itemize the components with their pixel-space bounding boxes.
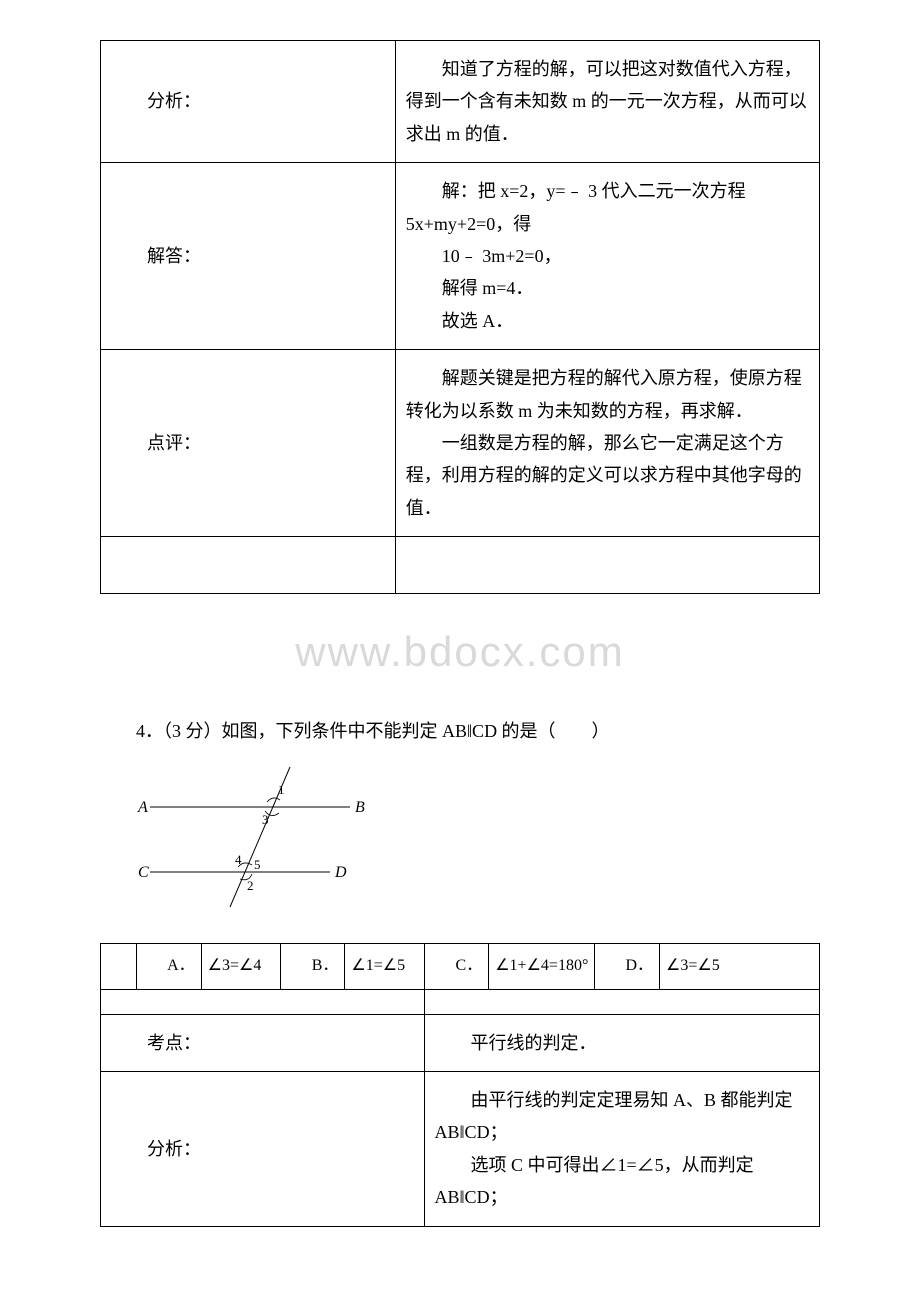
content-text: 解题关键是把方程的解代入原方程，使原方程转化为以系数 m 为未知数的方程，再求解… [406,362,809,427]
option-D-text: ∠3=∠5 [660,943,820,989]
content-text: 平行线的判定． [435,1027,810,1059]
empty-cell [424,989,820,1014]
fenxi-content: 由平行线的判定定理易知 A、B 都能判定 AB‖CD； 选项 C 中可得出∠1=… [424,1072,820,1227]
label-A: A [137,799,148,816]
row-label: 解答： [101,163,396,350]
content-text: 解：把 x=2，y=﹣ 3 代入二元一次方程 5x+my+2=0，得 [406,175,809,240]
label-text: 分析： [111,1133,414,1165]
label-D: D [334,864,347,881]
row-content: 解题关键是把方程的解代入原方程，使原方程转化为以系数 m 为未知数的方程，再求解… [395,350,819,537]
label-C: C [138,864,149,881]
option-C-label: C． [424,943,489,989]
label-text: 考点： [111,1027,414,1059]
angle-2: 2 [247,878,254,893]
options-row: A． ∠3=∠4 B． ∠1=∠5 C． ∠1+∠4=180° D． ∠3=∠5 [101,943,820,989]
content-text: 由平行线的判定定理易知 A、B 都能判定 AB‖CD； [435,1084,810,1149]
kaodian-label: 考点： [101,1014,425,1071]
question-text: 4．（3 分）如图，下列条件中不能判定 AB‖CD 的是（ ） [100,715,820,747]
geometry-diagram: A B C D 1 3 4 5 2 [130,762,820,922]
label-text: 解答： [111,240,385,272]
angle-4: 4 [235,852,242,867]
empty-cell [101,537,396,594]
angle-3: 3 [262,812,269,827]
fenxi-label: 分析： [101,1072,425,1227]
content-text: 选项 C 中可得出∠1=∠5，从而判定 AB‖CD； [435,1149,810,1214]
label-B: B [355,799,365,816]
content-text: 一组数是方程的解，那么它一定满足这个方程，利用方程的解的定义可以求方程中其他字母… [406,427,809,524]
angle-5: 5 [254,857,261,872]
content-text: 知道了方程的解，可以把这对数值代入方程，得到一个含有未知数 m 的一元一次方程，… [406,53,809,150]
row-content: 知道了方程的解，可以把这对数值代入方程，得到一个含有未知数 m 的一元一次方程，… [395,41,819,163]
content-text: 10﹣ 3m+2=0， [406,240,809,272]
angle-1: 1 [278,782,285,797]
solution-table-1: 分析： 知道了方程的解，可以把这对数值代入方程，得到一个含有未知数 m 的一元一… [100,40,820,594]
row-label: 点评： [101,350,396,537]
option-C-text: ∠1+∠4=180° [489,943,595,989]
row-label: 分析： [101,41,396,163]
kaodian-content: 平行线的判定． [424,1014,820,1071]
solution-table-2: A． ∠3=∠4 B． ∠1=∠5 C． ∠1+∠4=180° D． ∠3=∠5… [100,943,820,1227]
option-A-label: A． [136,943,201,989]
empty-cell [101,943,137,989]
row-content: 解：把 x=2，y=﹣ 3 代入二元一次方程 5x+my+2=0，得 10﹣ 3… [395,163,819,350]
watermark: www.bdocx.com [100,614,820,690]
option-A-text: ∠3=∠4 [201,943,280,989]
label-text: 分析： [111,85,385,117]
option-B-label: B． [280,943,345,989]
empty-cell [395,537,819,594]
option-B-text: ∠1=∠5 [345,943,424,989]
content-text: 故选 A． [406,305,809,337]
label-text: 点评： [111,427,385,459]
empty-cell [101,989,425,1014]
content-text: 解得 m=4． [406,272,809,304]
option-D-label: D． [595,943,660,989]
